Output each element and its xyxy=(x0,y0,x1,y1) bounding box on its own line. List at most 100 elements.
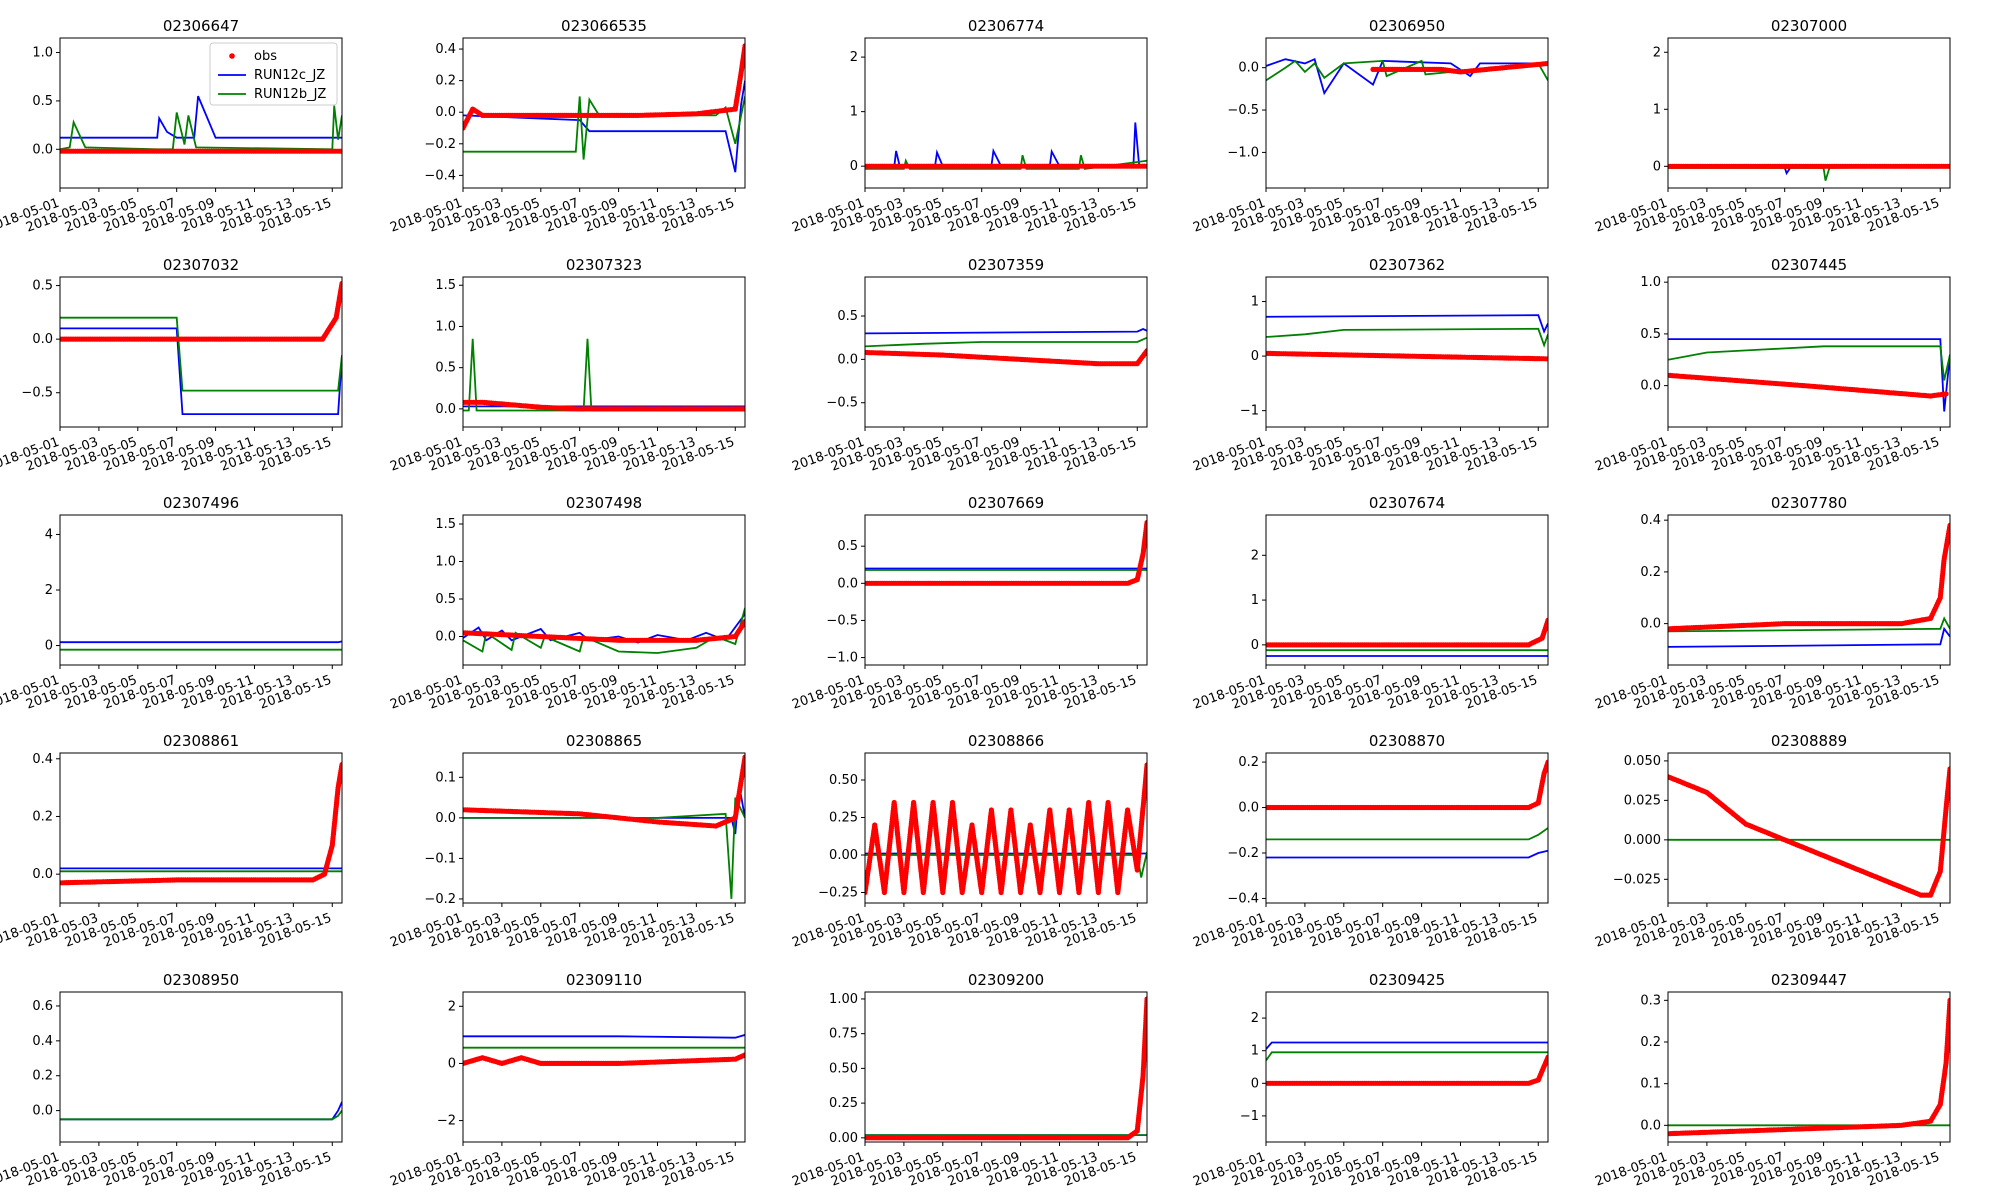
subplot-8: 02307359−0.50.00.52018-05-012018-05-0320… xyxy=(790,256,1148,475)
y-tick-label: −0.25 xyxy=(818,886,858,901)
obs-point xyxy=(1545,1054,1548,1060)
y-tick-label: 2 xyxy=(1653,45,1661,60)
y-tick-label: 0.0 xyxy=(1640,379,1661,394)
series-line-RUN12c_JZ xyxy=(60,327,342,415)
subplot-title: 02307498 xyxy=(566,494,642,512)
y-tick-label: 1.5 xyxy=(435,517,456,532)
y-tick-label: 0.4 xyxy=(32,752,53,767)
legend-label: RUN12c_JZ xyxy=(254,68,325,83)
legend-marker-obs xyxy=(229,53,235,59)
y-tick-label: 0.0 xyxy=(1640,1118,1661,1133)
series-line-RUN12c_JZ xyxy=(1668,338,1950,412)
plot-frame xyxy=(59,991,343,1143)
y-tick-label: −1.0 xyxy=(826,651,858,666)
y-tick-label: 0.4 xyxy=(1640,513,1661,528)
obs-point xyxy=(742,754,745,760)
plot-frame xyxy=(1667,276,1951,428)
y-tick-label: −0.5 xyxy=(1227,103,1259,118)
y-tick-label: 0.0 xyxy=(32,1104,53,1119)
y-tick-label: 0.5 xyxy=(837,309,858,324)
y-tick-label: −1.0 xyxy=(1227,145,1259,160)
plot-frame xyxy=(1667,37,1951,189)
subplot-25: 023094470.00.10.20.32018-05-012018-05-03… xyxy=(1593,971,1951,1190)
y-tick-label: 0.0 xyxy=(435,402,456,417)
legend-label: RUN12b_JZ xyxy=(254,87,326,102)
subplot-10: 023074450.00.51.02018-05-012018-05-03201… xyxy=(1593,256,1951,475)
series-line-RUN12b_JZ xyxy=(865,155,1147,170)
subplot-title: 02308950 xyxy=(163,971,239,989)
y-tick-label: 0.1 xyxy=(1640,1077,1661,1092)
y-tick-label: 0 xyxy=(1251,638,1259,653)
y-tick-label: 2 xyxy=(1251,548,1259,563)
subplot-title: 02307674 xyxy=(1369,494,1445,512)
series-obs xyxy=(1266,1054,1548,1086)
y-tick-label: 0.2 xyxy=(1640,1035,1661,1050)
y-tick-label: 0.0 xyxy=(837,576,858,591)
series-obs xyxy=(865,762,1147,896)
y-tick-label: 1 xyxy=(1251,593,1259,608)
y-tick-label: 0.5 xyxy=(32,94,53,109)
subplot-11: 023074960242018-05-012018-05-032018-05-0… xyxy=(0,494,343,713)
y-tick-label: −0.2 xyxy=(424,137,456,152)
subplot-23: 023092000.000.250.500.751.002018-05-0120… xyxy=(790,971,1148,1190)
y-tick-label: −0.5 xyxy=(826,613,858,628)
obs-point xyxy=(1947,522,1950,528)
plot-frame xyxy=(1265,752,1549,904)
obs-point xyxy=(1545,617,1548,623)
y-tick-label: 1 xyxy=(1653,102,1661,117)
series-line-RUN12c_JZ xyxy=(463,80,745,173)
plot-frame xyxy=(864,752,1148,904)
obs-point xyxy=(1947,163,1950,169)
y-tick-label: 0.5 xyxy=(837,539,858,554)
y-tick-label: 0.0 xyxy=(435,630,456,645)
y-tick-label: 4 xyxy=(45,527,53,542)
series-obs xyxy=(463,1052,745,1066)
series-obs xyxy=(1266,759,1548,811)
obs-point xyxy=(339,761,342,768)
subplot-24: 02309425−10122018-05-012018-05-032018-05… xyxy=(1191,971,1549,1190)
obs-point xyxy=(742,1052,745,1058)
y-tick-label: 0 xyxy=(1653,159,1661,174)
subplot-12: 023074980.00.51.01.52018-05-012018-05-03… xyxy=(388,494,746,713)
subplot-20: 02308889−0.0250.0000.0250.0502018-05-012… xyxy=(1593,732,1951,951)
subplot-title: 02308870 xyxy=(1369,732,1445,750)
y-tick-label: 0 xyxy=(448,1056,456,1071)
obs-point xyxy=(742,43,745,49)
subplot-9: 02307362−1012018-05-012018-05-032018-05-… xyxy=(1191,256,1549,475)
y-tick-label: 0.5 xyxy=(1640,327,1661,342)
y-tick-label: −0.2 xyxy=(1227,846,1259,861)
y-tick-label: 0.0 xyxy=(435,105,456,120)
obs-point xyxy=(339,148,342,154)
y-tick-label: 0.2 xyxy=(32,1069,53,1084)
plot-frame xyxy=(59,276,343,428)
subplot-title: 02309425 xyxy=(1369,971,1445,989)
subplot-title: 02306647 xyxy=(163,17,239,35)
subplot-title: 02308865 xyxy=(566,732,642,750)
series-obs xyxy=(60,280,342,342)
series-obs xyxy=(865,996,1147,1141)
y-tick-label: −2 xyxy=(437,1114,456,1129)
series-obs xyxy=(1370,60,1548,75)
y-tick-label: 1.0 xyxy=(435,319,456,334)
y-tick-label: 0 xyxy=(850,159,858,174)
plot-frame xyxy=(462,752,746,904)
plot-frame xyxy=(1265,991,1549,1143)
plot-frame xyxy=(1265,37,1549,189)
obs-point xyxy=(339,280,342,287)
y-tick-label: 0.25 xyxy=(829,811,858,826)
subplot-title: 02308861 xyxy=(163,732,239,750)
plot-frame xyxy=(59,514,343,666)
y-tick-label: 0.0 xyxy=(837,352,858,367)
series-obs xyxy=(865,519,1147,586)
y-tick-label: 1 xyxy=(850,105,858,120)
obs-point xyxy=(1144,996,1147,1002)
y-tick-label: 0.025 xyxy=(1624,793,1661,808)
series-line-RUN12b_JZ xyxy=(463,96,745,160)
y-tick-label: 0.5 xyxy=(32,279,53,294)
series-line-RUN12c_JZ xyxy=(60,640,342,644)
subplot-18: 02308866−0.250.000.250.502018-05-012018-… xyxy=(790,732,1148,951)
y-tick-label: 0.00 xyxy=(829,1131,858,1146)
subplot-16: 023088610.00.20.42018-05-012018-05-03201… xyxy=(0,732,343,951)
plot-frame xyxy=(864,276,1148,428)
subplot-title: 02307000 xyxy=(1771,17,1847,35)
